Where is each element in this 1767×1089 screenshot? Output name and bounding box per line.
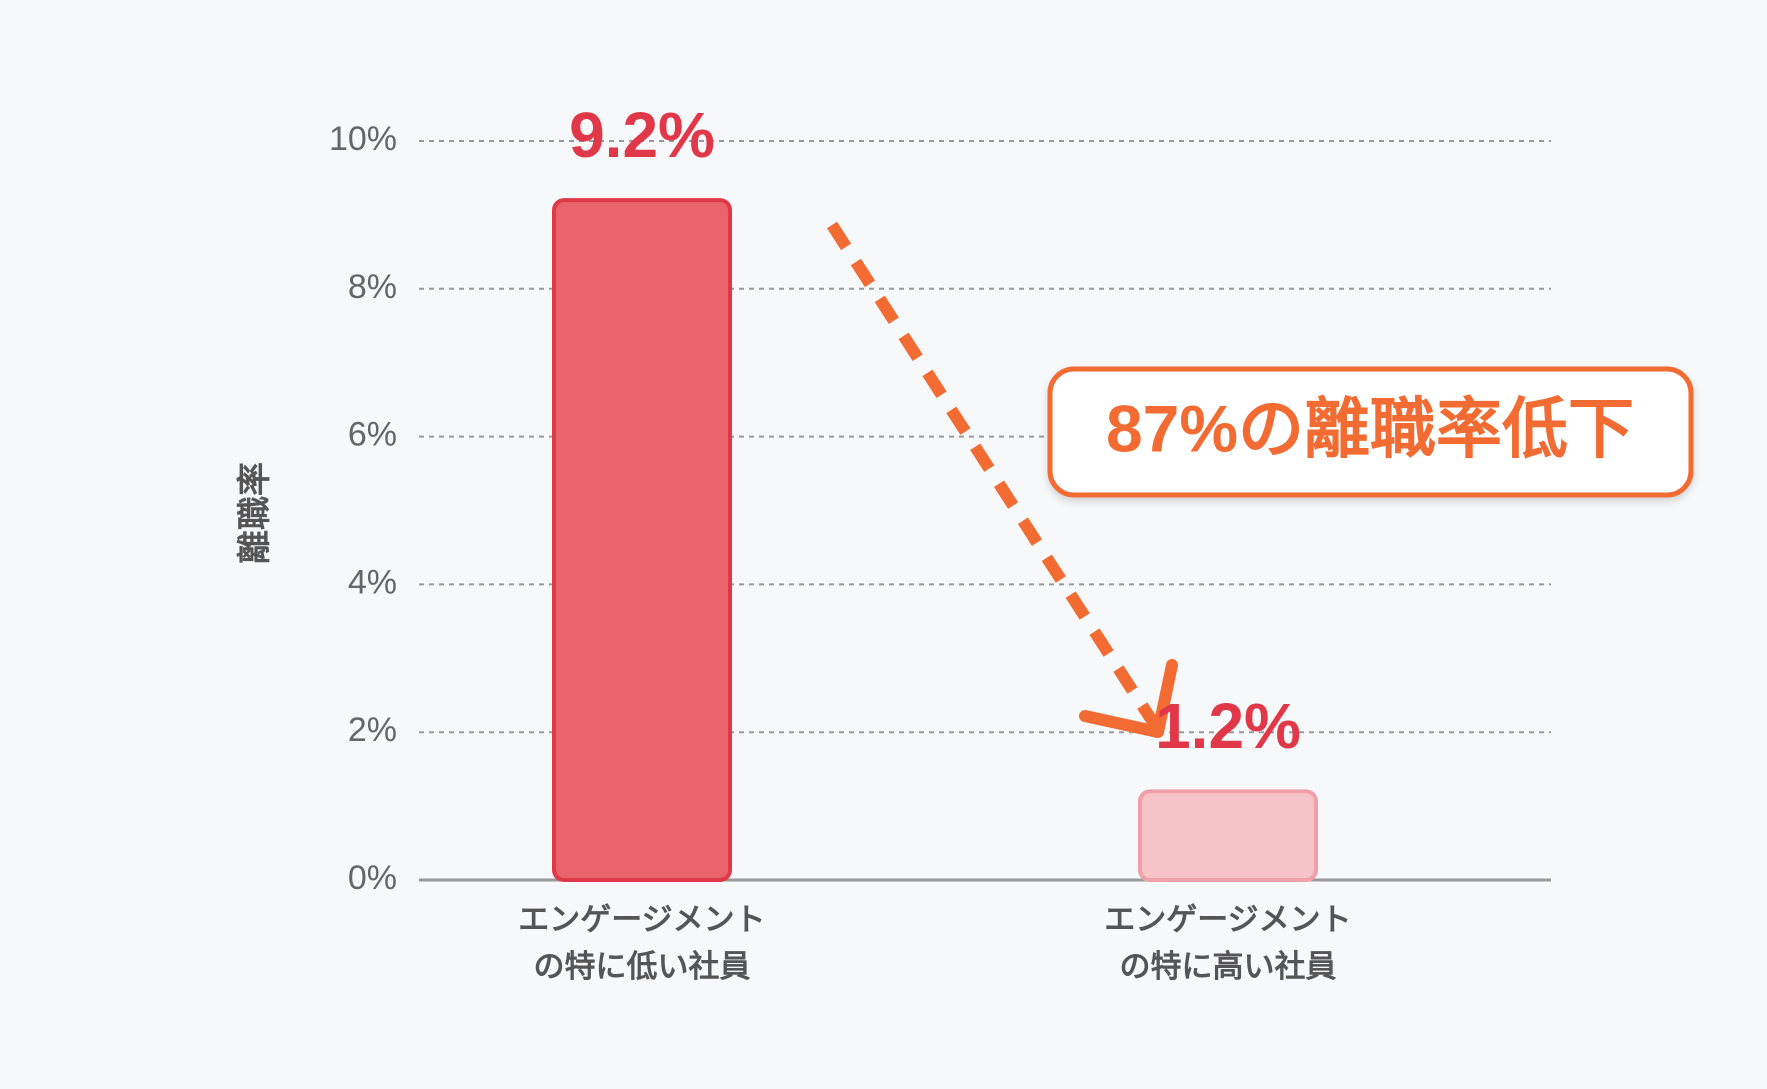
value-label: 9.2% [569, 99, 715, 171]
y-tick-label: 6% [348, 416, 397, 454]
arrow-line [826, 221, 1164, 734]
x-tick-label: エンゲージメントの特に低い社員 [518, 902, 765, 984]
y-tick-label: 10% [329, 120, 397, 158]
callout-box [1047, 366, 1694, 498]
bar [552, 198, 732, 882]
arrow [826, 221, 1178, 738]
value-label: 1.2% [1155, 690, 1301, 762]
y-tick-label: 8% [348, 268, 397, 306]
arrow-head [1079, 659, 1178, 738]
callout-text: 87%の離職率低下 [1106, 391, 1634, 465]
y-axis-label: 離職率 [236, 462, 274, 564]
y-tick-label: 0% [348, 859, 397, 897]
bar [1138, 789, 1318, 883]
y-tick-label: 4% [348, 563, 397, 601]
x-tick-label: エンゲージメントの特に高い社員 [1104, 902, 1351, 984]
y-tick-label: 2% [348, 711, 397, 749]
